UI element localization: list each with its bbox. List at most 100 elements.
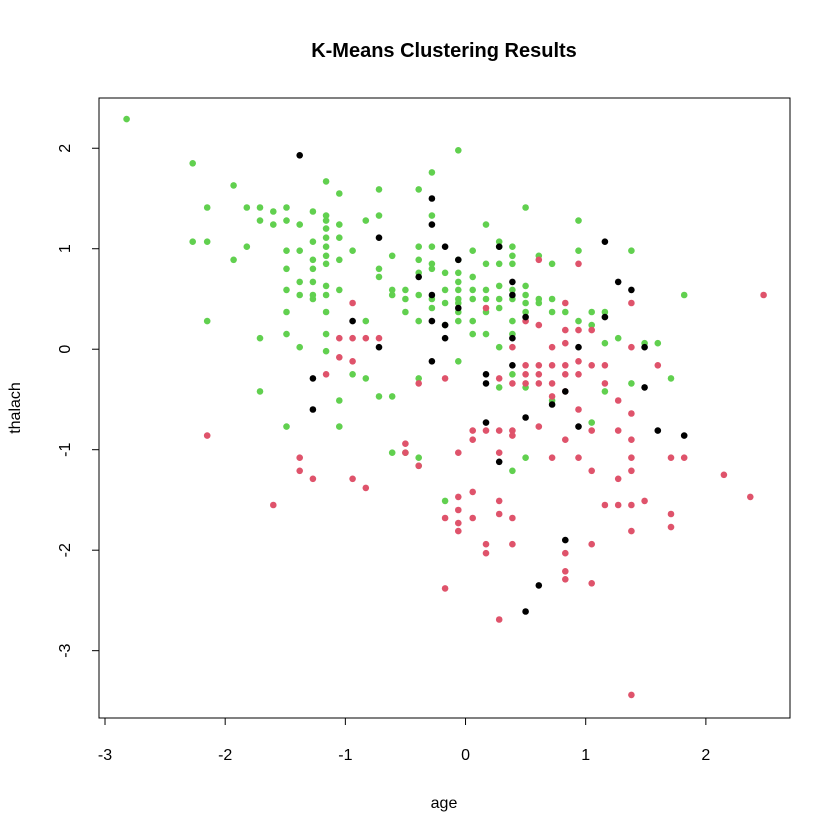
data-point-cluster-1	[601, 308, 609, 316]
data-point-cluster-3	[309, 406, 317, 413]
data-point-cluster-1	[283, 204, 290, 211]
data-point-cluster-2	[601, 501, 609, 509]
data-point-cluster-2	[535, 362, 543, 369]
data-point-cluster-2	[575, 326, 582, 334]
data-point-cluster-1	[522, 204, 529, 211]
data-point-cluster-1	[428, 260, 436, 268]
x-tick-label: -3	[98, 747, 112, 764]
data-point-cluster-1	[495, 260, 503, 268]
data-point-cluster-2	[509, 427, 516, 434]
data-point-cluster-3	[522, 313, 529, 321]
data-point-cluster-1	[283, 286, 290, 294]
data-point-cluster-1	[362, 217, 370, 224]
data-point-cluster-2	[415, 462, 423, 470]
data-point-cluster-1	[322, 291, 330, 299]
data-point-cluster-1	[428, 243, 436, 250]
x-tick-label: -2	[218, 747, 232, 764]
data-point-cluster-1	[322, 217, 330, 224]
data-point-cluster-2	[441, 585, 449, 592]
data-point-cluster-1	[322, 282, 330, 290]
data-point-cluster-1	[469, 247, 477, 254]
data-point-cluster-3	[601, 313, 609, 321]
data-point-cluster-3	[428, 195, 436, 202]
data-point-cluster-2	[336, 354, 343, 361]
data-point-cluster-1	[428, 304, 436, 312]
data-point-cluster-2	[667, 510, 675, 518]
data-point-cluster-1	[230, 182, 237, 189]
data-point-cluster-2	[509, 343, 516, 351]
data-point-cluster-1	[628, 380, 635, 387]
x-tick-label: 1	[581, 747, 590, 764]
data-point-cluster-1	[455, 147, 462, 154]
data-point-cluster-2	[548, 380, 556, 387]
data-point-cluster-2	[469, 436, 477, 444]
data-point-cluster-1	[415, 186, 423, 193]
y-tick-label: -1	[57, 442, 74, 456]
data-point-cluster-1	[203, 238, 211, 245]
data-point-cluster-2	[628, 343, 635, 351]
x-axis-label: age	[431, 795, 458, 812]
data-point-cluster-1	[256, 217, 264, 224]
data-point-cluster-2	[495, 375, 503, 382]
data-point-cluster-1	[522, 299, 529, 307]
data-point-cluster-1	[283, 265, 290, 273]
data-point-cluster-1	[336, 221, 343, 228]
data-point-cluster-2	[495, 449, 503, 457]
data-point-cluster-2	[654, 362, 662, 369]
data-point-cluster-3	[680, 432, 688, 439]
data-point-cluster-2	[349, 358, 356, 365]
data-point-cluster-1	[441, 286, 449, 294]
data-point-cluster-2	[522, 371, 529, 378]
data-point-cluster-1	[455, 299, 462, 307]
data-point-cluster-1	[455, 278, 462, 286]
data-point-cluster-2	[588, 580, 595, 587]
data-point-cluster-3	[641, 384, 648, 391]
data-point-cluster-1	[441, 299, 449, 307]
data-point-cluster-1	[482, 286, 490, 294]
data-point-cluster-1	[441, 497, 449, 505]
data-point-cluster-1	[601, 388, 609, 395]
data-point-cluster-1	[309, 256, 317, 264]
data-point-cluster-1	[415, 317, 423, 325]
data-point-cluster-3	[349, 317, 356, 325]
data-point-cluster-3	[309, 375, 317, 382]
data-point-cluster-2	[509, 540, 516, 548]
data-point-cluster-1	[509, 243, 516, 250]
x-tick-label: 0	[461, 747, 470, 764]
data-point-cluster-2	[562, 362, 569, 369]
data-point-cluster-2	[562, 576, 569, 583]
data-point-cluster-1	[535, 299, 543, 307]
data-point-cluster-3	[428, 358, 436, 365]
data-point-cluster-2	[628, 299, 635, 307]
data-point-cluster-1	[548, 308, 556, 316]
x-tick-label: -1	[338, 747, 352, 764]
data-point-cluster-2	[575, 454, 582, 462]
data-point-cluster-2	[747, 493, 754, 501]
data-point-cluster-3	[509, 362, 516, 369]
data-point-cluster-1	[256, 334, 264, 342]
data-point-cluster-3	[614, 278, 622, 286]
data-point-cluster-1	[256, 388, 264, 395]
data-point-cluster-1	[296, 291, 304, 299]
data-point-cluster-3	[522, 414, 529, 421]
data-point-cluster-3	[375, 343, 383, 351]
data-point-cluster-2	[641, 497, 648, 505]
data-point-cluster-1	[189, 238, 196, 245]
data-point-cluster-2	[522, 362, 529, 369]
data-point-cluster-1	[296, 247, 304, 254]
data-point-cluster-2	[349, 299, 356, 307]
data-point-cluster-3	[415, 273, 423, 281]
data-point-cluster-1	[309, 278, 317, 286]
data-point-cluster-2	[455, 493, 462, 501]
data-point-cluster-2	[614, 501, 622, 509]
data-point-cluster-2	[575, 371, 582, 378]
data-point-cluster-3	[509, 334, 516, 342]
data-point-cluster-3	[548, 401, 556, 408]
data-point-cluster-1	[522, 282, 529, 290]
data-point-cluster-1	[309, 208, 317, 215]
data-point-cluster-2	[495, 510, 503, 518]
data-point-cluster-1	[322, 347, 330, 355]
x-axis-ticks: -3 -2 -1 0 1 2	[98, 718, 710, 764]
data-point-cluster-1	[482, 260, 490, 268]
data-point-cluster-2	[588, 326, 595, 334]
